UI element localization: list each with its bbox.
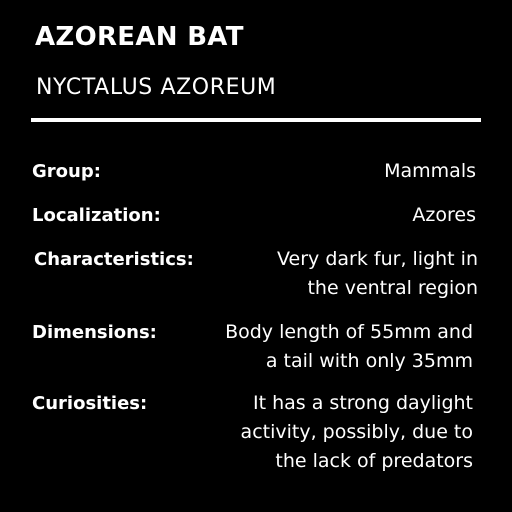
species-scientific-name: NYCTALUS AZOREUM: [36, 75, 277, 100]
fact-value-group: Mammals: [384, 160, 476, 182]
header-divider: [31, 118, 481, 122]
fact-label-dimensions: Dimensions:: [32, 322, 157, 343]
fact-label-group: Group:: [32, 161, 101, 182]
fact-label-localization: Localization:: [32, 205, 161, 226]
fact-value-curiosities: It has a strong daylight activity, possi…: [240, 392, 473, 472]
fact-label-characteristics: Characteristics:: [34, 249, 194, 270]
fact-label-curiosities: Curiosities:: [32, 393, 148, 414]
fact-value-dimensions: Body length of 55mm and a tail with only…: [225, 321, 473, 372]
species-common-name: AZOREAN BAT: [35, 22, 244, 52]
fact-value-characteristics: Very dark fur, light in the ventral regi…: [277, 248, 478, 299]
fact-value-localization: Azores: [412, 204, 476, 226]
